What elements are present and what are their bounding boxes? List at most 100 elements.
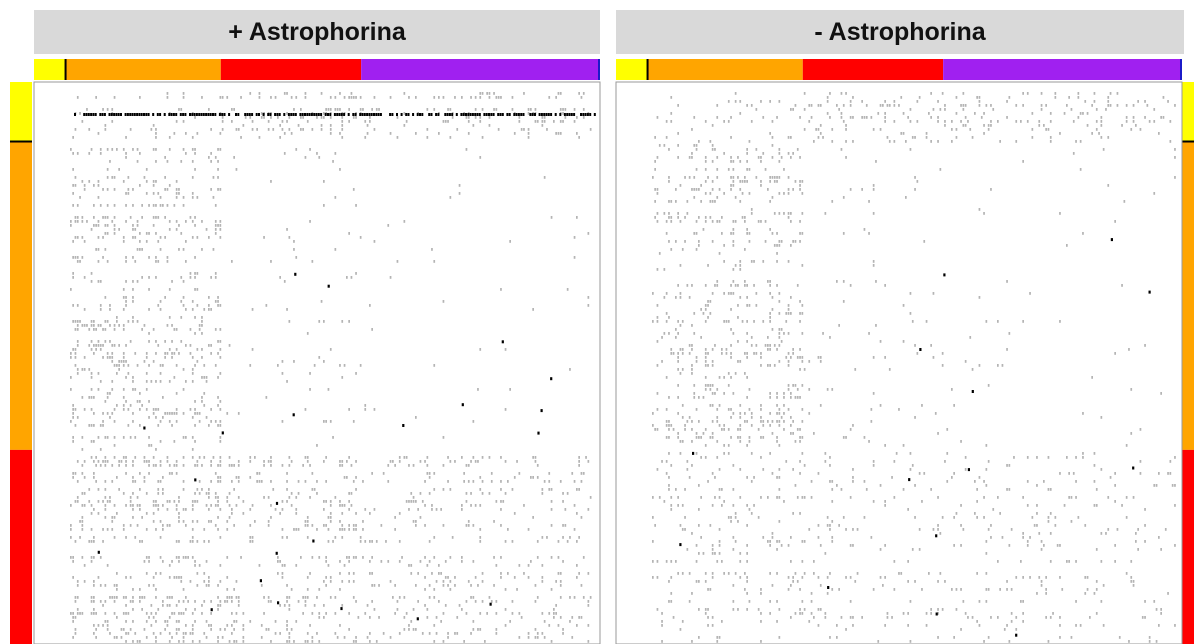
- matrix-cell: [155, 528, 157, 531]
- matrix-cell: [217, 424, 219, 427]
- matrix-cell: [711, 572, 714, 575]
- matrix-cell: [387, 560, 390, 563]
- matrix-cell: [182, 632, 185, 635]
- matrix-cell: [118, 464, 120, 467]
- matrix-cell: [435, 632, 438, 635]
- matrix-cell: [90, 612, 93, 615]
- matrix-cell: [983, 516, 985, 519]
- matrix-cell: [208, 576, 210, 579]
- matrix-cell: [661, 460, 663, 463]
- matrix-cell: [157, 260, 160, 263]
- band-divider: [646, 59, 649, 80]
- matrix-cell: [479, 156, 482, 159]
- matrix-cell: [500, 456, 502, 459]
- matrix-cell: [260, 636, 263, 639]
- matrix-cell: [398, 456, 401, 459]
- matrix-cell: [175, 220, 178, 223]
- matrix-cell: [1160, 392, 1162, 395]
- matrix-cell: [329, 576, 332, 579]
- matrix-cell: [93, 424, 95, 427]
- matrix-cell: [702, 552, 705, 555]
- matrix-cell: [251, 504, 254, 507]
- matrix-cell: [474, 108, 477, 111]
- matrix-cell: [863, 480, 866, 483]
- matrix-cell: [953, 404, 955, 407]
- matrix-cell: [164, 156, 166, 159]
- matrix-cell: [711, 552, 714, 555]
- matrix-cell: [679, 264, 682, 267]
- matrix-cell: [178, 188, 180, 191]
- matrix-cell: [755, 292, 758, 295]
- matrix-cell: [730, 344, 732, 347]
- matrix-cell: [283, 113, 286, 116]
- matrix-cell: [74, 500, 77, 503]
- matrix-cell: [405, 612, 408, 615]
- matrix-cell: [985, 572, 988, 575]
- matrix-cell: [311, 524, 314, 527]
- matrix-cell: [185, 608, 187, 611]
- matrix-cell: [750, 412, 753, 415]
- matrix-cell: [700, 308, 702, 311]
- matrix-cell: [474, 576, 477, 579]
- matrix-cell: [737, 340, 739, 343]
- matrix-cell: [106, 356, 109, 359]
- matrix-cell: [226, 596, 229, 599]
- matrix-cell: [433, 472, 436, 475]
- matrix-cell: [70, 224, 72, 227]
- matrix-cell: [723, 120, 725, 123]
- matrix-cell: [796, 356, 799, 359]
- matrix-cell: [976, 96, 978, 99]
- matrix-cell: [97, 280, 100, 283]
- matrix-cell: [371, 556, 373, 559]
- matrix-cell: [718, 424, 721, 427]
- matrix-cell: [355, 636, 357, 639]
- matrix-cell: [778, 192, 781, 195]
- matrix-cell: [249, 460, 252, 463]
- matrix-cell: [348, 492, 350, 495]
- matrix-cell: [842, 104, 845, 107]
- matrix-cell: [739, 264, 742, 267]
- column-group-band: [34, 59, 65, 80]
- matrix-cell: [270, 456, 272, 459]
- matrix-cell: [182, 480, 185, 483]
- matrix-cell: [773, 180, 776, 183]
- matrix-cell: [270, 504, 272, 507]
- matrix-cell: [654, 200, 656, 203]
- matrix-cell: [111, 356, 114, 359]
- matrix-cell: [778, 476, 781, 479]
- matrix-cell: [175, 348, 178, 351]
- matrix-cell: [937, 580, 939, 583]
- matrix-cell: [191, 160, 194, 163]
- matrix-cell: [704, 320, 707, 323]
- matrix-cell: [960, 544, 962, 547]
- matrix-cell: [824, 616, 827, 619]
- matrix-cell: [769, 344, 771, 347]
- matrix-cell: [677, 144, 679, 147]
- matrix-cell: [566, 492, 569, 495]
- matrix-cell: [746, 168, 748, 171]
- matrix-cell: [102, 528, 104, 531]
- matrix-cell: [767, 280, 769, 283]
- matrix-cell: [343, 636, 346, 639]
- matrix-cell: [396, 116, 399, 119]
- matrix-cell: [148, 584, 150, 587]
- matrix-cell: [852, 424, 854, 427]
- matrix-cell: [831, 140, 834, 143]
- matrix-cell: [267, 520, 270, 523]
- matrix-cell: [175, 420, 178, 423]
- matrix-cell: [166, 92, 169, 95]
- matrix-cell: [983, 132, 985, 135]
- matrix-cell: [937, 140, 939, 143]
- matrix-cell: [939, 532, 942, 535]
- matrix-cell: [808, 120, 811, 123]
- matrix-cell: [1001, 364, 1004, 367]
- matrix-cell: [456, 616, 459, 619]
- matrix-cell: [879, 340, 882, 343]
- matrix-cell: [359, 113, 362, 116]
- matrix-cell: [852, 476, 854, 479]
- matrix-cell: [698, 244, 700, 247]
- matrix-cell: [281, 360, 284, 363]
- matrix-cell: [771, 296, 774, 299]
- matrix-cell: [95, 612, 97, 615]
- matrix-cell: [83, 240, 86, 243]
